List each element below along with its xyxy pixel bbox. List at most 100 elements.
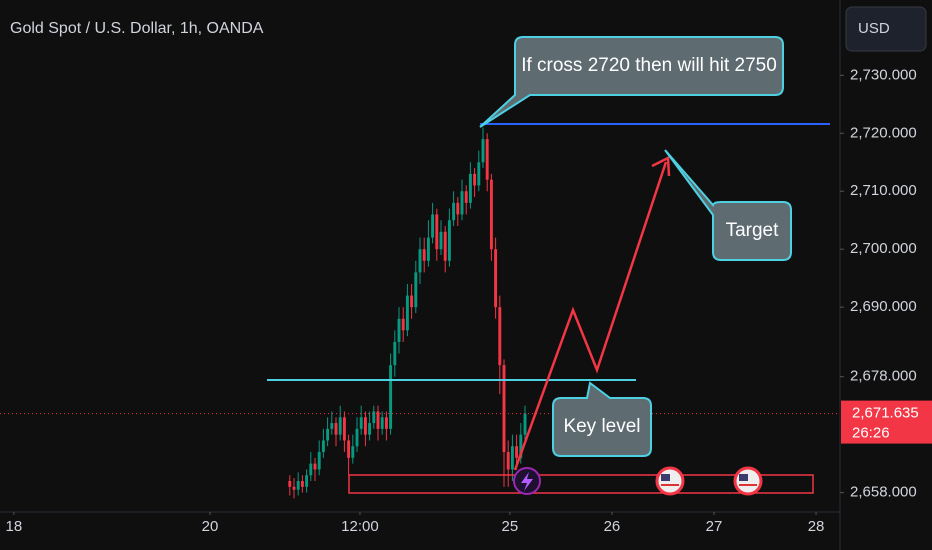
candle-body — [393, 341, 397, 366]
candle — [452, 191, 456, 227]
y-tick-label: 2,710.000 — [850, 182, 917, 199]
candle — [321, 428, 325, 458]
candle-body — [288, 481, 292, 487]
callout-box — [552, 381, 652, 457]
candle-body — [494, 249, 498, 308]
candle — [355, 417, 359, 453]
candle-body — [359, 417, 363, 429]
candle — [393, 330, 397, 377]
candle — [456, 197, 460, 227]
candle — [506, 440, 510, 487]
candle — [460, 179, 464, 221]
candle-body — [334, 423, 338, 435]
candle-body — [498, 307, 502, 366]
x-tick-label: 26 — [604, 518, 621, 535]
candle — [473, 168, 477, 198]
y-tick-label: 2,700.000 — [850, 240, 917, 257]
candle — [313, 457, 317, 482]
candle-body — [330, 423, 334, 429]
candle — [414, 260, 418, 313]
candle-body — [481, 139, 485, 163]
candle — [401, 307, 405, 342]
x-tick-label: 28 — [808, 518, 825, 535]
candle-body — [372, 411, 376, 424]
candle — [317, 440, 321, 476]
candle-body — [468, 173, 472, 203]
candle-body — [368, 423, 372, 435]
candle — [481, 127, 485, 169]
candle-body — [326, 428, 330, 441]
candle — [435, 208, 439, 261]
candle — [510, 434, 514, 482]
candle-body — [510, 446, 514, 470]
candle-body — [426, 237, 430, 261]
candle-body — [489, 179, 493, 250]
candle — [338, 405, 342, 441]
x-tick-label: 27 — [706, 518, 723, 535]
candle — [410, 283, 414, 319]
candle-body — [384, 417, 388, 429]
candle-body — [435, 214, 439, 250]
candle — [288, 475, 292, 496]
currency-label: USD — [858, 20, 890, 37]
candle — [426, 220, 430, 267]
currency-button[interactable] — [845, 6, 927, 52]
candle — [334, 417, 338, 447]
candle — [422, 237, 426, 273]
candle-body — [355, 428, 359, 447]
candle-body — [317, 452, 321, 470]
candle — [351, 434, 355, 464]
candle-body — [460, 191, 464, 215]
y-tick-label: 2,658.000 — [850, 484, 917, 501]
x-tick-label: 18 — [6, 518, 23, 535]
candle-body — [515, 446, 519, 458]
candle — [305, 469, 309, 493]
candle — [384, 411, 388, 441]
candle — [418, 237, 422, 284]
candle-body — [309, 463, 313, 476]
candle — [443, 226, 447, 273]
candle — [439, 220, 443, 255]
callout-box — [479, 36, 784, 128]
candle-body — [443, 231, 447, 261]
candle — [372, 405, 376, 429]
x-tick-label: 25 — [502, 518, 519, 535]
candle — [330, 411, 334, 435]
candle — [376, 405, 380, 441]
flag-canton — [739, 474, 748, 481]
candle-body — [414, 272, 418, 308]
candle — [389, 353, 393, 435]
candle — [523, 405, 527, 441]
y-tick-label: 2,730.000 — [850, 66, 917, 83]
candle — [309, 452, 313, 482]
candle-body — [523, 413, 527, 435]
candle-body — [296, 481, 300, 490]
candle-body — [506, 452, 510, 470]
candle — [292, 478, 296, 499]
candle-body — [477, 162, 481, 186]
symbol-title: Gold Spot / U.S. Dollar, 1h, OANDA — [10, 20, 264, 37]
callout-box — [664, 149, 792, 261]
y-tick-label: 2,678.000 — [850, 368, 917, 385]
candle — [494, 237, 498, 319]
flag-canton — [661, 474, 670, 481]
candle-body — [321, 440, 325, 453]
countdown-label: 26:26 — [852, 425, 890, 442]
candle-body — [347, 440, 351, 458]
candle-body — [401, 318, 405, 331]
candle — [326, 417, 330, 447]
candle-body — [363, 417, 367, 435]
candle-body — [405, 295, 409, 331]
arrow-head — [651, 156, 671, 177]
candle-body — [447, 220, 451, 261]
candle-body — [464, 191, 468, 203]
candle — [380, 411, 384, 435]
candle — [477, 150, 481, 192]
candle-body — [338, 417, 342, 435]
candle — [485, 133, 489, 192]
candle — [397, 307, 401, 354]
callout-text: Target — [726, 220, 780, 241]
candle — [447, 208, 451, 267]
candle-body — [473, 173, 477, 186]
